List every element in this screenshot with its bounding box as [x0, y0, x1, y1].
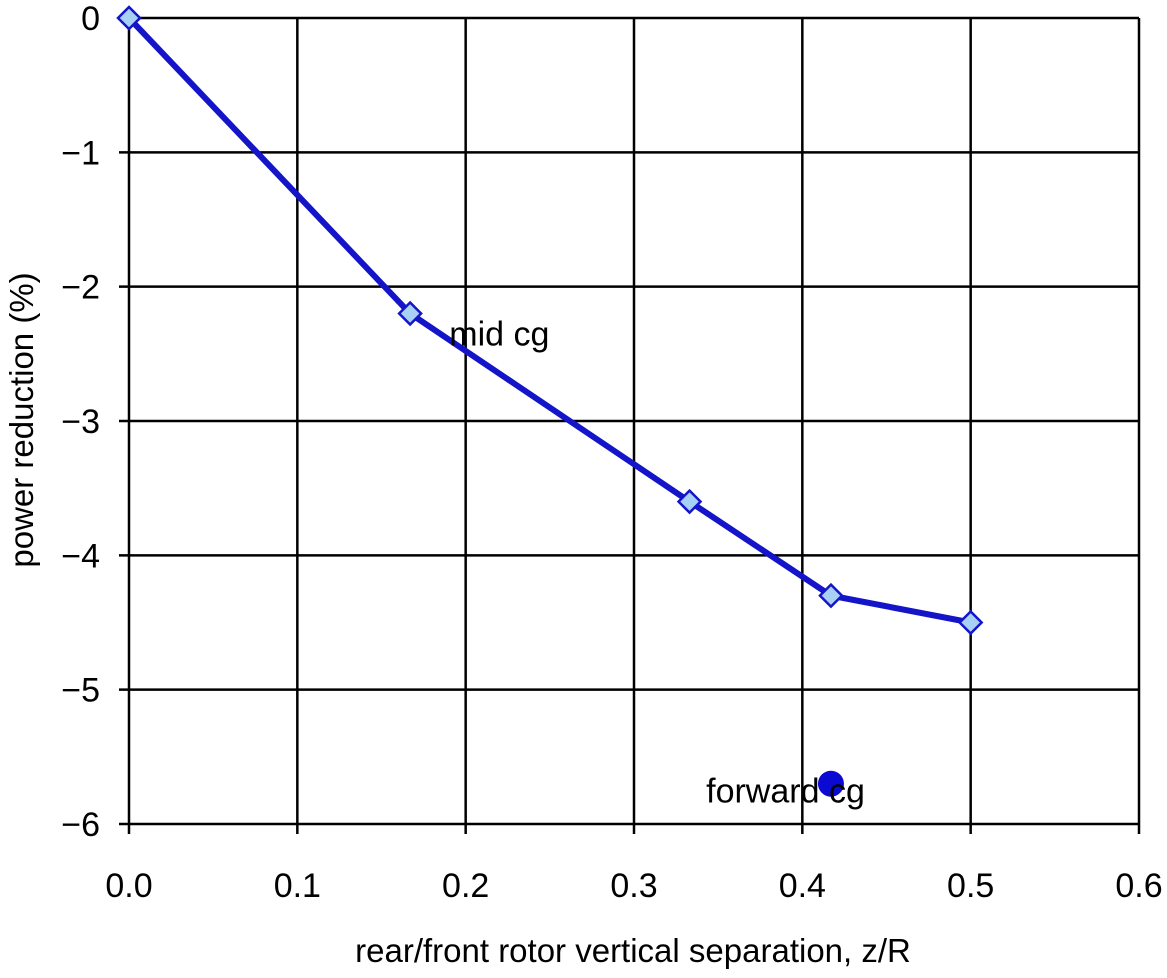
data-point-diamond — [818, 582, 844, 609]
grid — [119, 16, 1141, 834]
y-axis-label: power reduction (%) — [3, 272, 40, 567]
x-tick-label: 0.5 — [947, 867, 994, 905]
y-tick-label: −4 — [61, 537, 100, 575]
x-tick-label: 0.6 — [1115, 867, 1162, 905]
x-axis-label: rear/front rotor vertical separation, z/… — [355, 932, 911, 969]
x-tick-label: 0.2 — [442, 867, 489, 905]
x-tick-label: 0.4 — [779, 867, 826, 905]
y-tick-label: 0 — [81, 0, 100, 38]
x-axis-tick-labels: 0.0 0.1 0.2 0.3 0.4 0.5 0.6 — [105, 867, 1162, 905]
y-tick-label: −2 — [61, 269, 100, 307]
series-line — [126, 15, 972, 626]
x-tick-label: 0.0 — [105, 867, 152, 905]
x-tick-label: 0.1 — [274, 867, 321, 905]
y-tick-label: −1 — [61, 134, 100, 172]
annotation-label: mid cg — [449, 316, 549, 354]
annotations: mid cg forward cg — [449, 316, 865, 811]
x-tick-label: 0.3 — [610, 867, 657, 905]
data-point-circle — [817, 770, 844, 797]
data-point-diamond — [957, 609, 984, 636]
data-point-diamond — [676, 488, 703, 515]
y-tick-label: −3 — [61, 403, 100, 441]
y-tick-label: −6 — [61, 806, 100, 844]
y-axis-tick-labels: 0 −1 −2 −3 −4 −5 −6 — [61, 0, 100, 844]
data-point-diamond — [116, 5, 142, 31]
series — [116, 5, 984, 797]
y-tick-label: −5 — [61, 672, 100, 710]
data-point-diamond — [397, 300, 423, 327]
annotation-label: forward cg — [706, 772, 865, 810]
